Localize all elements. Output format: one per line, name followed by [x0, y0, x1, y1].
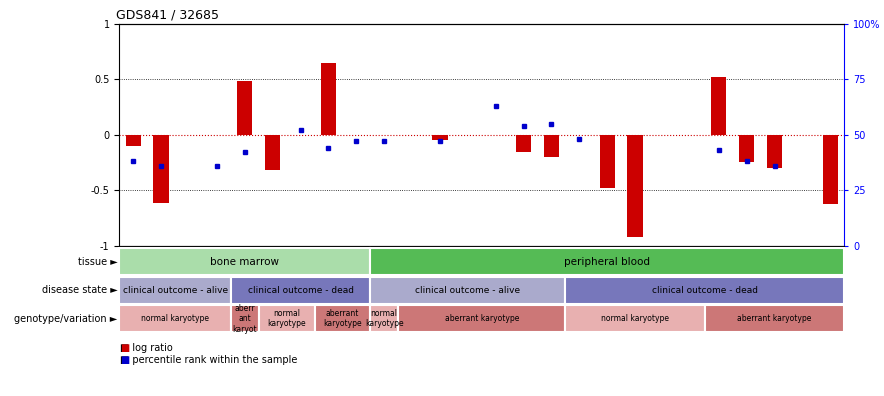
Text: clinical outcome - alive: clinical outcome - alive: [415, 286, 521, 295]
Text: ■: ■: [120, 343, 129, 353]
Text: disease state ►: disease state ►: [42, 285, 118, 295]
Bar: [432, 135, 447, 140]
Bar: [823, 135, 838, 204]
Text: aberr
ant
karyot: aberr ant karyot: [232, 304, 257, 334]
Bar: [237, 82, 253, 135]
Text: ■: ■: [120, 355, 129, 365]
Bar: [231, 276, 370, 304]
Text: aberrant karyotype: aberrant karyotype: [737, 314, 812, 323]
Bar: [370, 305, 398, 333]
Text: normal karyotype: normal karyotype: [601, 314, 669, 323]
Text: clinical outcome - alive: clinical outcome - alive: [123, 286, 228, 295]
Bar: [126, 135, 141, 146]
Text: aberrant karyotype: aberrant karyotype: [445, 314, 519, 323]
Bar: [516, 135, 531, 152]
Bar: [705, 305, 844, 333]
Bar: [739, 135, 754, 162]
Text: normal karyotype: normal karyotype: [141, 314, 210, 323]
Bar: [566, 305, 705, 333]
Bar: [315, 305, 370, 333]
Text: clinical outcome - dead: clinical outcome - dead: [652, 286, 758, 295]
Bar: [398, 305, 566, 333]
Text: genotype/variation ►: genotype/variation ►: [14, 314, 118, 324]
Text: peripheral blood: peripheral blood: [564, 257, 651, 267]
Text: normal
karyotype: normal karyotype: [365, 309, 403, 328]
Bar: [259, 305, 315, 333]
Bar: [231, 305, 259, 333]
Bar: [119, 248, 370, 276]
Text: GDS841 / 32685: GDS841 / 32685: [116, 8, 218, 21]
Bar: [566, 276, 844, 304]
Bar: [544, 135, 560, 157]
Bar: [119, 276, 231, 304]
Bar: [321, 63, 336, 135]
Bar: [119, 305, 231, 333]
Text: ■ percentile rank within the sample: ■ percentile rank within the sample: [120, 355, 298, 365]
Text: tissue ►: tissue ►: [78, 257, 118, 267]
Text: ■ log ratio: ■ log ratio: [120, 343, 173, 353]
Bar: [628, 135, 643, 237]
Bar: [154, 135, 169, 204]
Bar: [370, 248, 844, 276]
Text: aberrant
karyotype: aberrant karyotype: [323, 309, 362, 328]
Bar: [265, 135, 280, 170]
Text: clinical outcome - dead: clinical outcome - dead: [248, 286, 354, 295]
Bar: [711, 77, 727, 135]
Text: bone marrow: bone marrow: [210, 257, 279, 267]
Text: normal
karyotype: normal karyotype: [267, 309, 306, 328]
Bar: [370, 276, 566, 304]
Bar: [599, 135, 615, 188]
Bar: [766, 135, 782, 168]
